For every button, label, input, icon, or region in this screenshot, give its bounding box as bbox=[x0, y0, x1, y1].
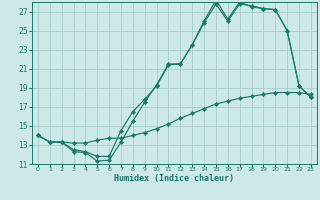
X-axis label: Humidex (Indice chaleur): Humidex (Indice chaleur) bbox=[115, 174, 234, 183]
